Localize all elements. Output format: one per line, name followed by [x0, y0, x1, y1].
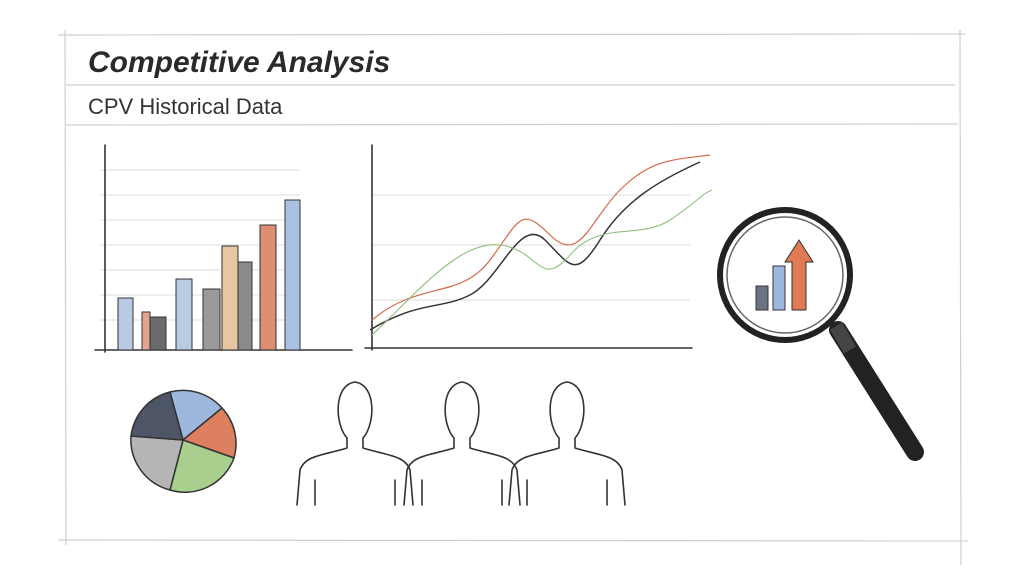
people-sketch: [296, 381, 626, 506]
magnifier-sketch: [717, 207, 924, 461]
slide-subtitle: CPV Historical Data: [88, 94, 283, 119]
slide-frame: [57, 29, 969, 566]
slide-title: Competitive Analysis: [88, 46, 390, 79]
pie-sketch: [130, 389, 237, 493]
line-chart-sketch: [364, 144, 713, 351]
bar-chart-sketch: [94, 144, 353, 353]
